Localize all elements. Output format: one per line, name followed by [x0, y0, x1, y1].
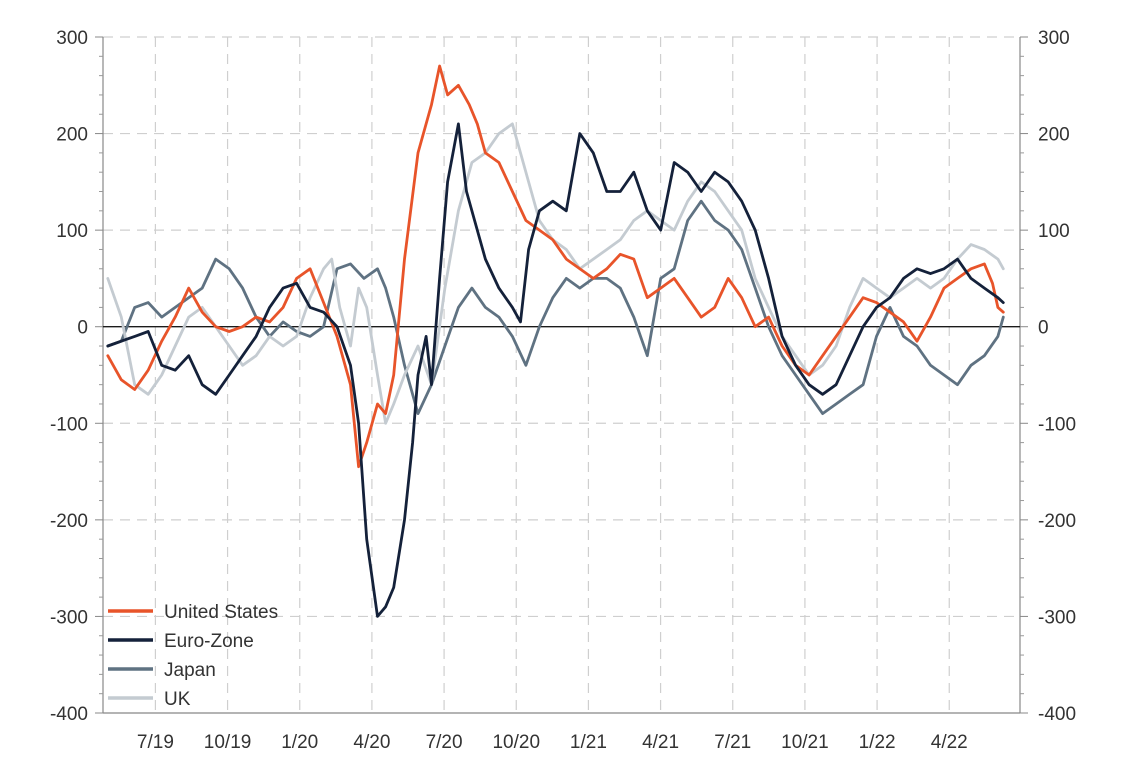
x-tick-label: 7/21: [714, 732, 751, 753]
y-tick-label-right: -400: [1038, 704, 1076, 725]
series-line-japan: [106, 199, 1005, 415]
y-axis-left: 300 200 100 0 -100 -200 -300 -400: [50, 28, 103, 725]
x-tick-label: 10/20: [492, 732, 540, 753]
series-line-uk: [106, 122, 1005, 425]
legend-label: Euro-Zone: [164, 631, 254, 652]
x-axis: 7/19 10/19 1/20 4/20 7/20 10/20 1/21 4/21 7/21 10…: [137, 732, 968, 753]
legend-label: UK: [164, 689, 191, 710]
legend-label: Japan: [164, 660, 216, 681]
series-layer: [106, 64, 1005, 618]
y-tick-label-right: -300: [1038, 607, 1076, 628]
legend-label: United States: [164, 602, 278, 623]
grid: [103, 36, 1020, 713]
axes: [102, 37, 1021, 714]
x-tick-label: 10/19: [204, 732, 252, 753]
y-tick-label-left: 100: [56, 221, 88, 242]
x-tick-label: 1/21: [570, 732, 607, 753]
x-tick-label: 4/21: [642, 732, 679, 753]
y-tick-label-left: 200: [56, 125, 88, 146]
y-tick-label-left: -400: [50, 704, 88, 725]
y-tick-label-left: -100: [50, 414, 88, 435]
y-tick-label-left: 0: [77, 318, 88, 339]
x-tick-label: 10/21: [781, 732, 829, 753]
x-tick-label: 7/20: [426, 732, 463, 753]
series-line-euro-zone: [106, 122, 1005, 618]
x-tick-label: 4/20: [353, 732, 390, 753]
series-line-united-states: [106, 64, 1005, 469]
y-tick-label-right: 300: [1038, 28, 1070, 49]
x-tick-label: 1/22: [859, 732, 896, 753]
x-tick-label: 4/22: [931, 732, 968, 753]
y-tick-label-left: 300: [56, 28, 88, 49]
y-tick-label-left: -300: [50, 607, 88, 628]
legend: United States Euro-Zone Japan UK: [108, 602, 278, 710]
x-tick-label: 1/20: [281, 732, 318, 753]
y-tick-label-right: 100: [1038, 221, 1070, 242]
y-axis-right: 300 200 100 0 -100 -200 -300 -400: [1020, 28, 1076, 725]
y-tick-label-right: -100: [1038, 414, 1076, 435]
y-tick-label-left: -200: [50, 511, 88, 532]
y-tick-label-right: 0: [1038, 318, 1049, 339]
x-tick-label: 7/19: [137, 732, 174, 753]
y-tick-label-right: 200: [1038, 125, 1070, 146]
y-tick-label-right: -200: [1038, 511, 1076, 532]
